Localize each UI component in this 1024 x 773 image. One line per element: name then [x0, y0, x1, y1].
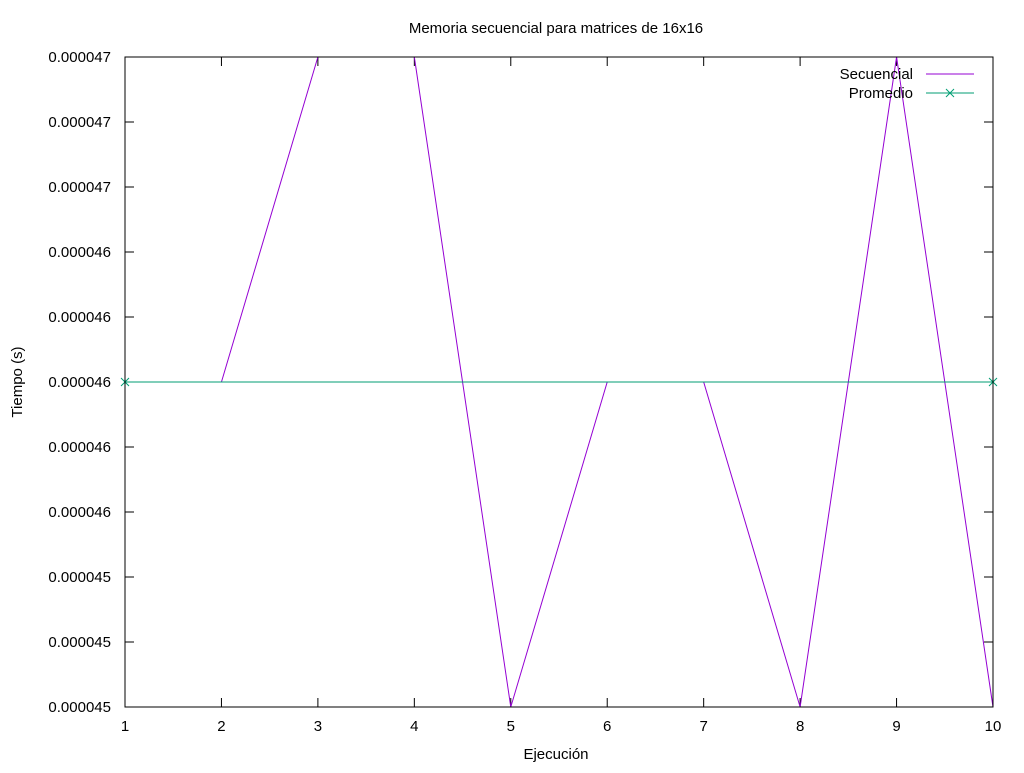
- legend-label: Secuencial: [840, 66, 913, 83]
- x-tick-label: 10: [985, 718, 1002, 735]
- y-tick-label: 0.000046: [48, 309, 111, 326]
- x-tick-label: 7: [699, 718, 707, 735]
- y-tick-label: 0.000046: [48, 439, 111, 456]
- series-layer: [120, 56, 998, 708]
- x-tick-label: 4: [410, 718, 418, 735]
- plot-frame: [124, 56, 994, 708]
- x-tick-labels: 1 2 3 4 5 6 7 8 9 10: [121, 718, 1002, 735]
- y-axis-label: Tiempo (s): [9, 346, 26, 417]
- chart-title: Memoria secuencial para matrices de 16x1…: [409, 20, 703, 37]
- y-tick-label: 0.000045: [48, 569, 111, 586]
- x-tick-label: 6: [603, 718, 611, 735]
- x-tick-label: 5: [507, 718, 515, 735]
- y-tick-labels: 0.000045 0.000045 0.000045 0.000046 0.000046…: [48, 49, 111, 716]
- y-tick-label: 0.000045: [48, 699, 111, 716]
- legend: Secuencial Promedio: [840, 66, 974, 102]
- x-tick-label: 2: [217, 718, 225, 735]
- y-tick-label: 0.000047: [48, 49, 111, 66]
- x-tick-label: 8: [796, 718, 804, 735]
- x-tick-label: 9: [892, 718, 900, 735]
- x-axis-label: Ejecución: [523, 746, 588, 763]
- legend-label: Promedio: [849, 85, 913, 102]
- y-tick-label: 0.000045: [48, 634, 111, 651]
- legend-marker-icon: [945, 88, 955, 98]
- x-tick-label: 3: [314, 718, 322, 735]
- x-tick-label: 1: [121, 718, 129, 735]
- y-tick-label: 0.000046: [48, 374, 111, 391]
- y-tick-label: 0.000047: [48, 114, 111, 131]
- y-tick-label: 0.000047: [48, 179, 111, 196]
- y-tick-label: 0.000046: [48, 504, 111, 521]
- y-tick-label: 0.000046: [48, 244, 111, 261]
